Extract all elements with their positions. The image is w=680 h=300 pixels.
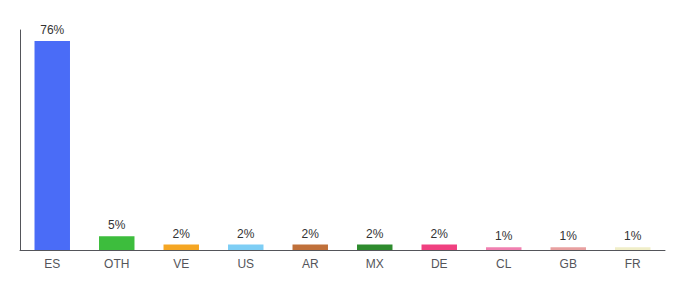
svg-text:MX: MX: [366, 257, 384, 271]
svg-text:CL: CL: [496, 257, 512, 271]
svg-text:VE: VE: [173, 257, 189, 271]
svg-text:76%: 76%: [40, 23, 64, 37]
svg-text:2%: 2%: [366, 227, 384, 241]
svg-text:2%: 2%: [431, 227, 449, 241]
svg-text:ES: ES: [44, 257, 60, 271]
svg-text:AR: AR: [302, 257, 319, 271]
svg-text:2%: 2%: [173, 227, 191, 241]
svg-text:FR: FR: [625, 257, 641, 271]
svg-text:1%: 1%: [624, 229, 642, 243]
svg-text:1%: 1%: [560, 229, 578, 243]
svg-text:2%: 2%: [237, 227, 255, 241]
svg-text:5%: 5%: [108, 218, 126, 232]
svg-text:DE: DE: [431, 257, 448, 271]
svg-text:1%: 1%: [495, 229, 513, 243]
svg-text:US: US: [237, 257, 254, 271]
svg-text:GB: GB: [560, 257, 577, 271]
svg-text:2%: 2%: [302, 227, 320, 241]
svg-text:OTH: OTH: [104, 257, 129, 271]
